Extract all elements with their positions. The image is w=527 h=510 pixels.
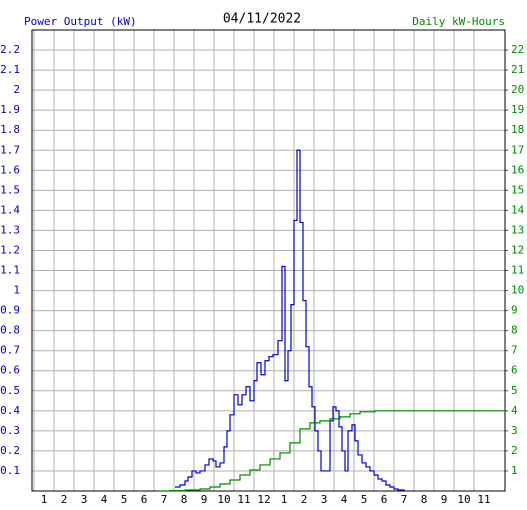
x-tick-label: 10 (217, 493, 230, 506)
y2-tick-label: 22 (511, 43, 524, 56)
y2-tick-label: 5 (511, 384, 518, 397)
y-tick-label: 1.4 (0, 203, 20, 216)
x-tick-label: 6 (381, 493, 388, 506)
x-tick-label: 10 (457, 493, 470, 506)
y-tick-label: 0.5 (0, 384, 20, 397)
x-tick-label: 2 (301, 493, 308, 506)
y-tick-label: 0.4 (0, 404, 20, 417)
y-tick-label: 1 (13, 284, 20, 297)
x-tick-label: 3 (321, 493, 328, 506)
x-tick-label: 9 (201, 493, 208, 506)
x-tick-label: 11 (237, 493, 250, 506)
y-axis-title: Power Output (kW) (24, 15, 137, 28)
y-tick-label: 1.6 (0, 163, 20, 176)
y2-tick-label: 19 (511, 103, 524, 116)
y-tick-label: 1.5 (0, 183, 20, 196)
y2-tick-label: 4 (511, 404, 518, 417)
y-tick-label: 1.8 (0, 123, 20, 136)
y-tick-label: 2.1 (0, 63, 20, 76)
x-tick-label: 8 (421, 493, 428, 506)
y-tick-label: 1.3 (0, 223, 20, 236)
y2-tick-label: 14 (511, 203, 525, 216)
x-tick-label: 4 (341, 493, 348, 506)
y2-tick-label: 3 (511, 424, 518, 437)
y2-tick-label: 18 (511, 123, 524, 136)
y2-tick-label: 1 (511, 464, 518, 477)
series-line (175, 149, 405, 491)
y-tick-label: 0.1 (0, 464, 20, 477)
y2-tick-label: 13 (511, 223, 524, 236)
series-line (158, 410, 504, 492)
y-tick-label: 0.3 (0, 424, 20, 437)
x-tick-label: 1 (41, 493, 48, 506)
y2-tick-label: 11 (511, 264, 524, 277)
y2-tick-label: 10 (511, 284, 524, 297)
y-tick-label: 0.8 (0, 324, 20, 337)
x-tick-label: 5 (361, 493, 368, 506)
y2-tick-label: 7 (511, 344, 518, 357)
plot-border (31, 29, 506, 492)
x-tick-label: 7 (401, 493, 408, 506)
y2-tick-label: 9 (511, 304, 518, 317)
x-tick-label: 4 (101, 493, 108, 506)
x-tick-label: 5 (121, 493, 128, 506)
x-tick-label: 1 (281, 493, 288, 506)
chart-title: 04/11/2022 (223, 12, 301, 27)
x-tick-label: 9 (441, 493, 448, 506)
y2-tick-label: 16 (511, 163, 524, 176)
x-tick-label: 2 (61, 493, 68, 506)
y-tick-label: 1.2 (0, 243, 20, 256)
y-tick-label: 0.9 (0, 304, 20, 317)
x-tick-label: 8 (181, 493, 188, 506)
y2-tick-label: 20 (511, 83, 524, 96)
y2-tick-label: 2 (511, 444, 518, 457)
y-tick-label: 2 (13, 83, 20, 96)
y2-tick-label: 8 (511, 324, 518, 337)
y2-tick-label: 21 (511, 63, 524, 76)
x-tick-label: 7 (161, 493, 168, 506)
x-tick-label: 3 (81, 493, 88, 506)
y-tick-label: 1.7 (0, 143, 20, 156)
x-tick-label: 11 (477, 493, 490, 506)
x-tick-label: 12 (257, 493, 270, 506)
y-tick-label: 1.9 (0, 103, 20, 116)
y-tick-label: 2.2 (0, 43, 20, 56)
y2-tick-label: 12 (511, 243, 524, 256)
x-tick-label: 6 (141, 493, 148, 506)
y-tick-label: 0.7 (0, 344, 20, 357)
y2-tick-label: 15 (511, 183, 524, 196)
y2-tick-label: 6 (511, 364, 518, 377)
y-tick-label: 0.6 (0, 364, 20, 377)
y2-axis-title: Daily kW-Hours (412, 15, 505, 28)
y2-tick-label: 17 (511, 143, 524, 156)
y-tick-label: 1.1 (0, 264, 20, 277)
y-tick-label: 0.2 (0, 444, 20, 457)
